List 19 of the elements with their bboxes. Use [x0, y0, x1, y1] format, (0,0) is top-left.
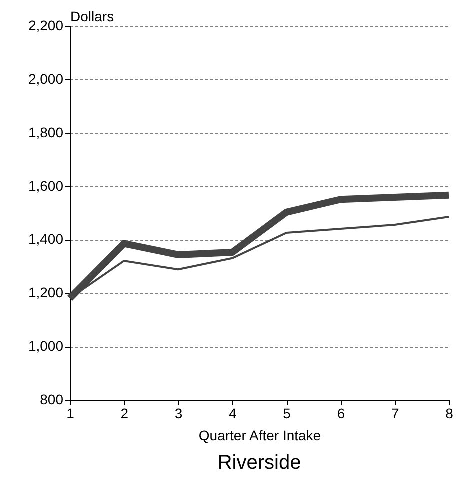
y-tick-label: 2,200	[28, 18, 64, 34]
y-tick-label: 2,000	[28, 70, 64, 87]
y-tick-label: 1,400	[28, 231, 64, 248]
x-tick-label: 5	[283, 406, 292, 422]
x-tick-label: 7	[391, 406, 400, 422]
y-tick-label: 800	[40, 392, 64, 408]
y-tick-label: 1,800	[28, 124, 64, 140]
text: Riverside	[218, 452, 302, 474]
x-tick-label: 1	[66, 406, 75, 422]
x-tick-label: 3	[174, 406, 183, 422]
y-tick-label: 1,600	[28, 178, 64, 194]
x-tick-label: 6	[337, 406, 346, 422]
x-tick-label: 4	[229, 406, 238, 422]
x-tick-label: 2	[120, 406, 129, 422]
x-tick-label: 8	[446, 406, 454, 422]
y-tick-label: 1,000	[28, 338, 64, 354]
y-axis-title: Dollars	[70, 8, 114, 24]
x-axis-title: Quarter After Intake	[198, 428, 322, 444]
y-tick-label: 1,200	[28, 284, 64, 301]
